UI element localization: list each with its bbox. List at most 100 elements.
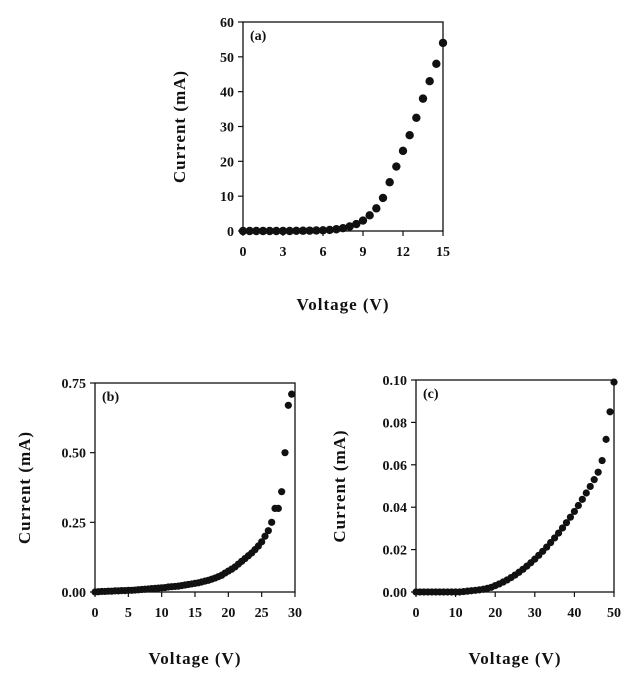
y-tick-label: 0.04 — [383, 501, 408, 516]
data-point — [392, 162, 401, 171]
data-point — [261, 532, 269, 540]
data-point — [570, 507, 579, 516]
data-point — [590, 476, 598, 484]
x-axis-label: Voltage (V) — [297, 295, 390, 314]
data-point — [284, 401, 292, 409]
x-tick-label: 10 — [449, 606, 463, 621]
data-point — [332, 225, 341, 234]
y-tick-label: 0.50 — [62, 447, 87, 462]
data-point — [425, 77, 434, 86]
plot-frame — [94, 382, 296, 593]
data-point — [418, 94, 428, 103]
y-tick-label: 0.00 — [62, 586, 87, 601]
x-tick-label: 10 — [155, 606, 169, 621]
x-tick-label: 50 — [607, 606, 621, 621]
x-axis-label: Voltage (V) — [469, 649, 562, 668]
data-point — [305, 226, 314, 235]
data-point — [432, 59, 441, 68]
data-point — [606, 408, 614, 416]
data-point — [312, 226, 321, 235]
x-tick-label: 30 — [288, 606, 302, 621]
y-tick-label: 0.25 — [62, 516, 87, 531]
data-point — [372, 204, 381, 213]
y-tick-label: 30 — [220, 121, 234, 136]
data-point — [285, 226, 294, 236]
plot-frame — [242, 21, 444, 232]
y-tick-label: 0.10 — [383, 374, 408, 389]
data-point — [586, 482, 594, 491]
data-point — [594, 468, 602, 476]
data-point — [610, 378, 618, 386]
data-point — [278, 226, 288, 236]
data-point — [278, 488, 286, 496]
data-point — [268, 518, 276, 526]
data-point — [245, 226, 254, 236]
data-point — [365, 211, 374, 220]
y-tick-label: 0.00 — [383, 586, 408, 601]
data-point — [345, 222, 354, 231]
data-point — [566, 513, 575, 521]
data-point — [325, 225, 334, 235]
data-point — [352, 219, 361, 229]
y-axis-label: Current (mA) — [15, 431, 34, 544]
y-axis-label: Current (mA) — [330, 429, 349, 542]
y-axis-label: Current (mA) — [170, 70, 189, 183]
x-tick-label: 0 — [413, 606, 420, 621]
panel-label: (c) — [423, 387, 439, 402]
x-tick-label: 15 — [436, 245, 450, 260]
data-point — [358, 216, 368, 225]
data-point — [274, 504, 282, 512]
x-tick-label: 12 — [396, 245, 410, 260]
data-point — [258, 226, 268, 236]
x-tick-label: 40 — [567, 606, 581, 621]
chart-panel-c: 0 10 20 30 40 50 0.00 0.02 0.04 0.06 0.08 0.10 (c) Vo… — [330, 374, 621, 668]
x-tick-label: 0 — [92, 606, 99, 621]
data-point — [438, 38, 448, 48]
data-point — [288, 390, 296, 398]
data-point — [258, 538, 266, 546]
panel-label: (a) — [250, 29, 267, 44]
data-point — [405, 131, 414, 140]
data-point — [281, 449, 289, 457]
y-tick-label: 0.06 — [383, 459, 408, 474]
x-tick-label: 5 — [125, 606, 132, 621]
data-point — [574, 501, 582, 510]
y-tick-label: 50 — [220, 51, 234, 66]
data-point — [292, 226, 301, 236]
data-point — [385, 178, 394, 187]
y-tick-label: 0.08 — [383, 416, 408, 431]
data-point — [562, 519, 571, 527]
x-tick-label: 9 — [360, 245, 367, 260]
data-point — [264, 527, 272, 535]
data-point — [252, 226, 261, 236]
chart-panel-b: 0 5 10 15 20 25 30 0.00 0.25 0.50 0.75 (b) Voltage (… — [15, 377, 302, 668]
y-tick-label: 20 — [220, 155, 234, 170]
x-axis-label: Voltage (V) — [149, 649, 242, 668]
x-tick-label: 0 — [240, 245, 247, 260]
chart-panel-a: 0 3 6 9 12 15 0 10 20 30 40 50 60 (a) Voltage (V) Curre… — [170, 16, 450, 314]
data-point — [598, 456, 606, 465]
data-point — [338, 224, 348, 233]
data-point — [551, 534, 559, 542]
y-tick-label: 0 — [227, 225, 234, 240]
data-point — [265, 226, 274, 236]
data-point — [558, 524, 567, 532]
y-tick-label: 60 — [220, 16, 234, 31]
x-tick-label: 25 — [255, 606, 269, 621]
x-tick-label: 3 — [280, 245, 287, 260]
data-point — [238, 226, 248, 236]
data-point — [298, 226, 308, 235]
data-point — [602, 435, 610, 443]
panel-label: (b) — [102, 390, 119, 405]
data-point — [378, 193, 388, 203]
plot-frame — [415, 379, 615, 593]
data-point — [318, 226, 328, 235]
data-point — [554, 529, 563, 537]
data-point — [578, 495, 586, 503]
data-point — [398, 146, 408, 156]
data-point — [582, 489, 590, 497]
x-tick-label: 15 — [188, 606, 202, 621]
y-tick-label: 10 — [220, 190, 234, 205]
data-point — [272, 226, 281, 236]
data-point — [412, 113, 421, 122]
